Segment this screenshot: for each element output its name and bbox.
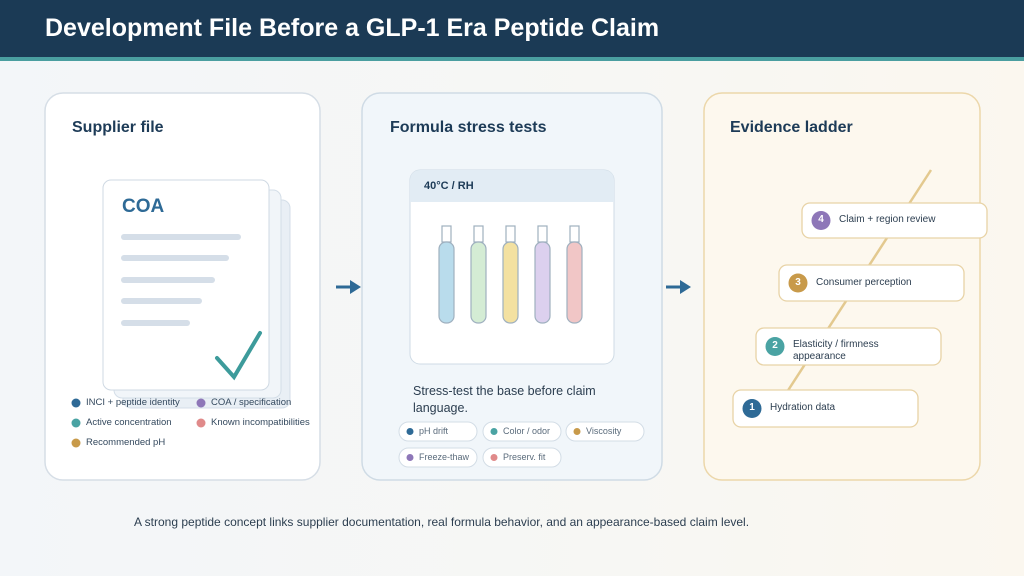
step-label: Consumer perception [816,277,912,288]
legend-item: COA / specification [211,397,292,408]
step-badge [765,337,785,356]
chips [398,421,645,468]
chip-dot [406,454,414,461]
arrow [666,280,691,294]
chip-dot [573,428,581,435]
chip-label: Freeze-thaw [419,452,470,462]
legend-item: INCI + peptide identity [86,397,180,408]
chip-dot [490,428,498,435]
chip-label: Viscosity [586,426,622,436]
step-badge [811,211,831,230]
legend-dot [71,398,81,408]
panel-title: Supplier file [72,119,164,136]
chip-label: Color / odor [503,426,551,436]
legend-dot [71,438,81,448]
step-label: Hydration data [770,402,836,413]
chip-dot [490,454,498,461]
doc-label: COA [122,196,165,217]
legend-item: Known incompatibilities [211,417,310,428]
doc-sheet [102,179,270,391]
chip-label: pH drift [419,426,449,436]
step-boxes [732,202,988,428]
doc-lines [121,234,241,326]
chamber-label: 40°C / RH [424,180,474,192]
step-number: 1 [749,402,755,413]
chip-label: Preserv. fit [503,452,546,462]
footer-note: A strong peptide concept links supplier … [134,515,750,529]
caption: Stress-test the base before claim langua… [413,384,596,415]
slide-title: Development File Before a GLP-1 Era Pept… [45,14,660,42]
step-label: Claim + region review [839,214,936,225]
legend-item: Recommended pH [86,437,166,448]
step-number: 2 [772,340,778,351]
arrow [336,280,361,294]
header-bar [0,0,1024,57]
legend-dot [196,398,206,408]
step-number: 4 [818,214,824,225]
chamber-header [410,170,614,202]
legend-item: Active concentration [86,417,172,428]
legend-dot [71,418,81,428]
legend-dot [196,418,206,428]
tubes [438,225,583,324]
panel-title: Evidence ladder [730,119,853,136]
step-label: Elasticity / firmness appearance [793,339,879,362]
checkmark [215,331,262,381]
chip-dot [406,428,414,435]
panel-title: Formula stress tests [390,119,547,136]
step-badge [788,273,808,293]
step-number: 3 [795,277,801,288]
step-badge [742,399,762,418]
header-stripe [0,57,1024,61]
